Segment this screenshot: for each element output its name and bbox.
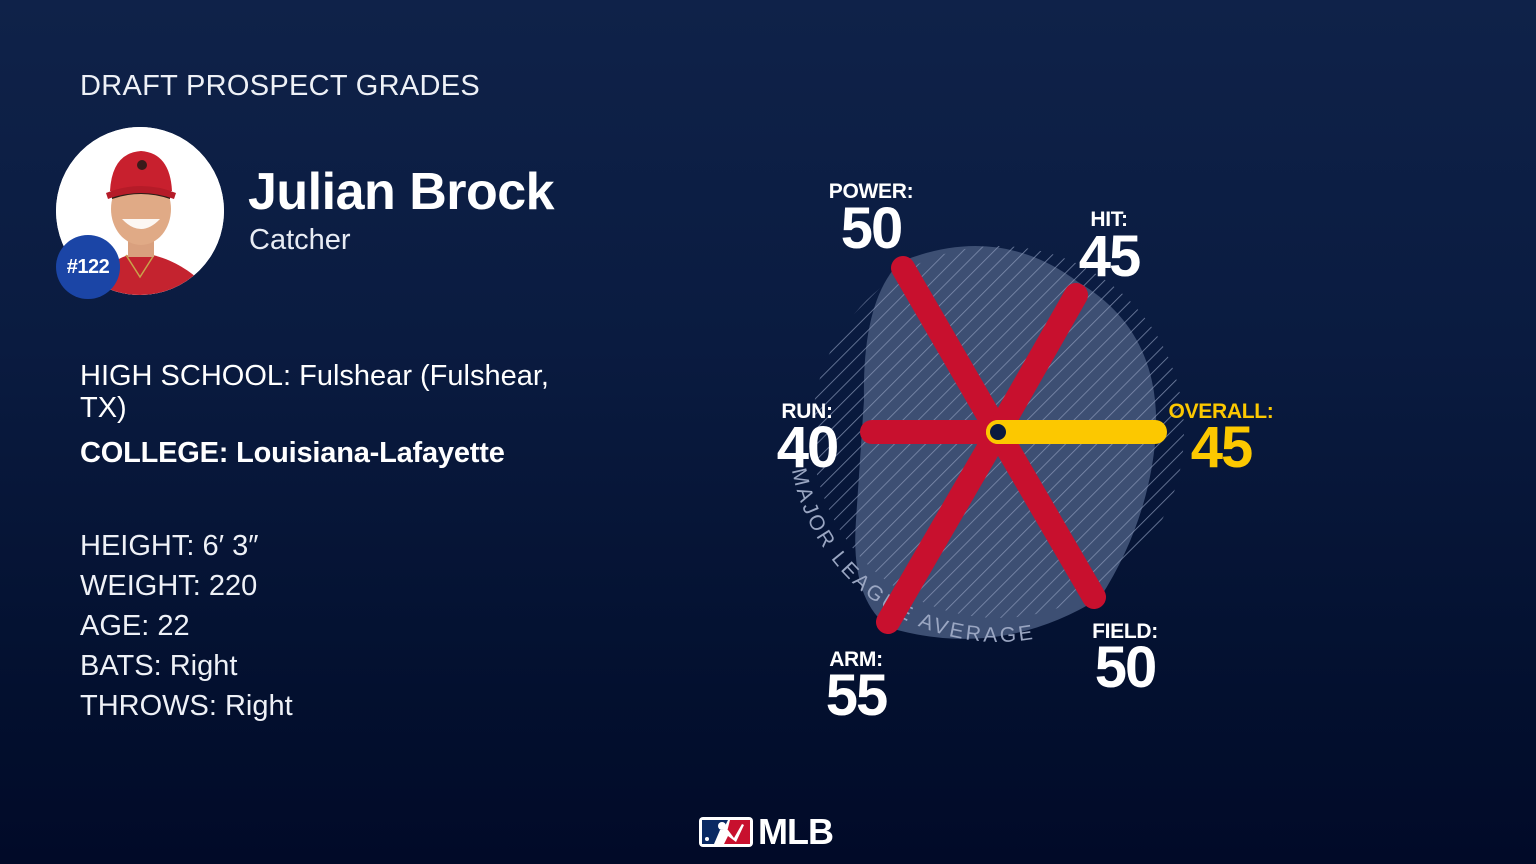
bar-hit xyxy=(986,283,1088,444)
arm-value: 55 xyxy=(826,663,887,728)
bar-power xyxy=(891,256,1010,444)
mlb-wordmark: MLB xyxy=(758,811,834,852)
center-dot xyxy=(990,424,1006,440)
bio-height: HEIGHT: 6′ 3″ xyxy=(80,530,259,562)
bar-field xyxy=(986,420,1106,609)
player-position: Catcher xyxy=(249,224,351,256)
power-label: POWER: xyxy=(829,180,914,203)
bio-bats: BATS: Right xyxy=(80,650,238,682)
player-avatar xyxy=(56,127,224,295)
high-school: HIGH SCHOOL: Fulshear (Fulshear, TX) xyxy=(80,360,549,424)
player-photo-icon xyxy=(56,127,224,295)
run-label: RUN: xyxy=(781,400,832,423)
bar-arm xyxy=(876,420,1010,634)
bio-age: AGE: 22 xyxy=(80,610,190,642)
power-value: 50 xyxy=(841,196,902,261)
arm-label: ARM: xyxy=(829,648,883,671)
overall-label: OVERALL: xyxy=(1169,400,1274,423)
mlb-logo: MLB xyxy=(698,811,834,852)
player-name: Julian Brock xyxy=(248,163,555,221)
bio-weight: WEIGHT: 220 xyxy=(80,570,258,602)
page-title: DRAFT PROSPECT GRADES xyxy=(80,70,481,102)
bio-list: HEIGHT: 6′ 3″ WEIGHT: 220 AGE: 22 BATS: … xyxy=(80,526,293,726)
mlb-batter-icon xyxy=(699,817,753,847)
hit-value: 45 xyxy=(1079,224,1140,289)
college: COLLEGE: Louisiana-Lafayette xyxy=(80,437,505,469)
grade-bars xyxy=(860,256,1106,634)
rank-badge: #122 xyxy=(56,235,120,299)
overall-value: 45 xyxy=(1191,415,1252,480)
bio-throws: THROWS: Right xyxy=(80,690,293,722)
field-label: FIELD: xyxy=(1092,620,1158,643)
hit-label: HIT: xyxy=(1090,208,1127,231)
field-value: 50 xyxy=(1095,635,1156,700)
run-value: 40 xyxy=(777,415,838,480)
